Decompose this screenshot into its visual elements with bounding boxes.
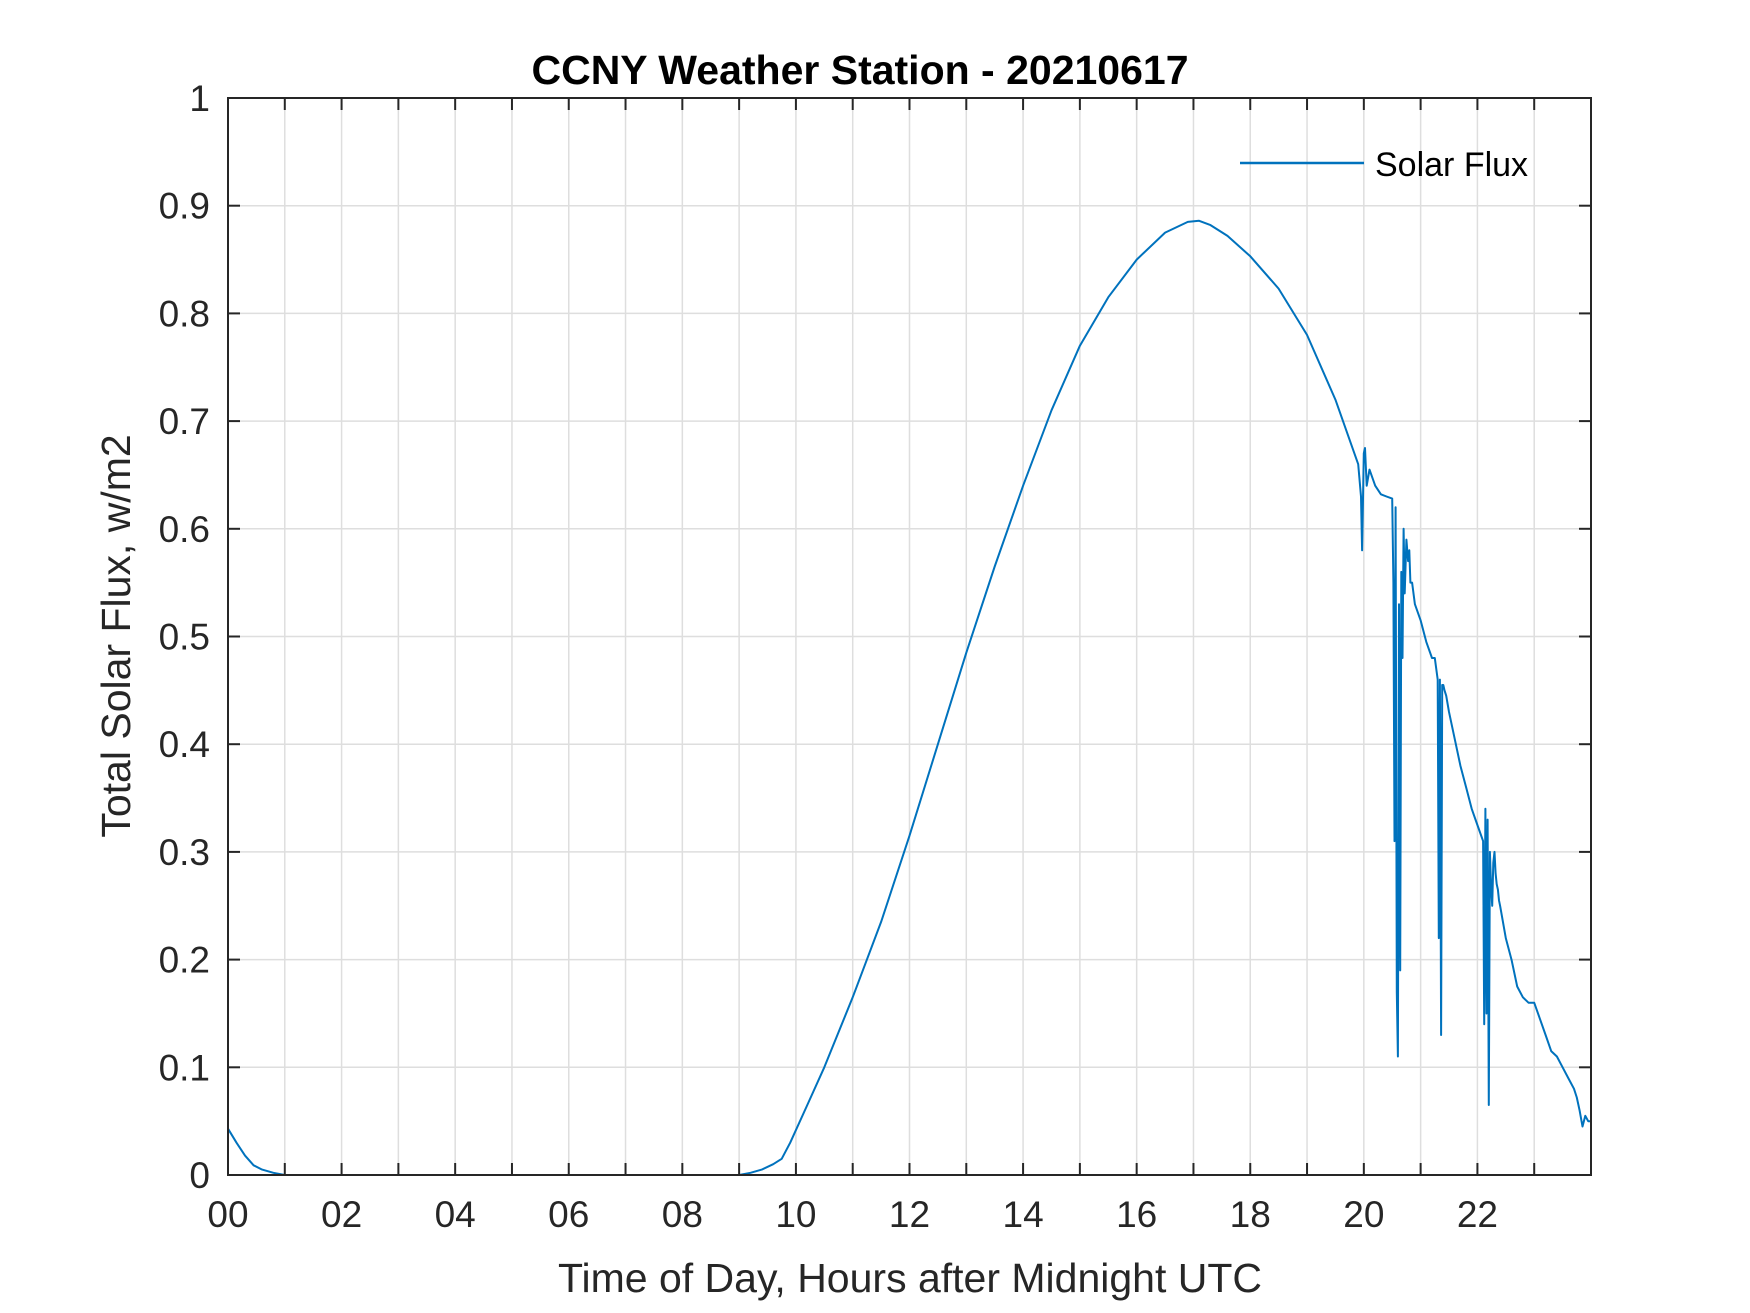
y-tick-label: 0.1	[159, 1047, 210, 1088]
y-tick-label: 0.8	[159, 293, 210, 334]
series-line-solar-flux	[227, 219, 1591, 1176]
y-tick-label: 0.2	[159, 940, 210, 981]
x-tick-label: 20	[1343, 1194, 1384, 1235]
x-tick-label: 22	[1457, 1194, 1498, 1235]
x-tick-label: 12	[889, 1194, 930, 1235]
x-tick-label: 10	[775, 1194, 816, 1235]
y-tick-label: 0.5	[159, 617, 210, 658]
x-tick-labels: 00 02 04 06 08 10 12 14 16 18 20 22	[207, 1194, 1498, 1235]
x-axis-label: Time of Day, Hours after Midnight UTC	[558, 1255, 1262, 1301]
y-tick-label: 0.9	[159, 186, 210, 227]
x-tick-label: 14	[1003, 1194, 1044, 1235]
series-layer	[227, 219, 1591, 1176]
ticks	[227, 97, 1591, 1176]
y-axis-label: Total Solar Flux, w/m2	[93, 434, 139, 837]
y-tick-label: 0.7	[159, 401, 210, 442]
y-tick-labels: 0 0.1 0.2 0.3 0.4 0.5 0.6 0.7 0.8 0.9 1	[159, 78, 210, 1196]
grid	[228, 98, 1591, 1175]
x-tick-label: 06	[548, 1194, 589, 1235]
plot-frame	[227, 97, 1592, 1176]
x-tick-label: 02	[321, 1194, 362, 1235]
y-tick-label: 0.6	[159, 509, 210, 550]
y-tick-label: 0.4	[159, 724, 210, 765]
x-tick-label: 08	[662, 1194, 703, 1235]
legend: Solar Flux	[1240, 146, 1528, 184]
x-tick-label: 18	[1230, 1194, 1271, 1235]
legend-label-solar-flux: Solar Flux	[1375, 146, 1528, 184]
y-tick-label: 1	[189, 78, 210, 119]
x-tick-label: 16	[1116, 1194, 1157, 1235]
chart-title: CCNY Weather Station - 20210617	[531, 47, 1188, 93]
x-tick-label: 04	[435, 1194, 476, 1235]
x-tick-label: 00	[207, 1194, 248, 1235]
y-tick-label: 0.3	[159, 832, 210, 873]
y-tick-label: 0	[189, 1155, 210, 1196]
